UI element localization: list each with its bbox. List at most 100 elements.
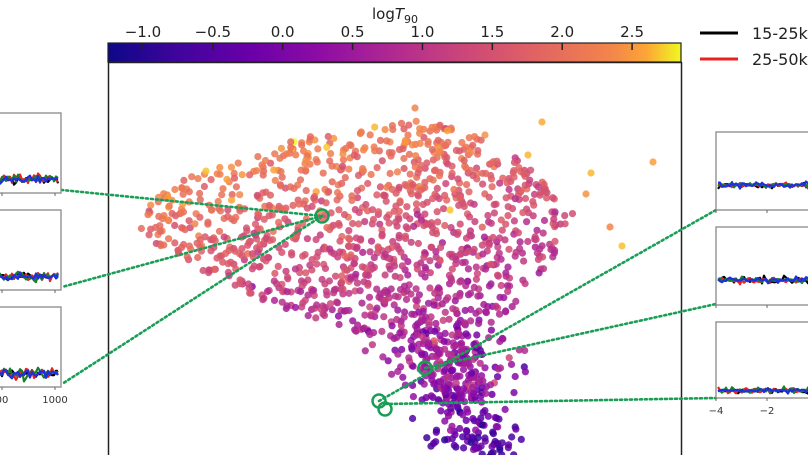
- scatter-point: [298, 282, 306, 290]
- scatter-point: [281, 215, 289, 223]
- scatter-point: [183, 253, 191, 261]
- scatter-point: [356, 287, 364, 295]
- colorbar-ticks: −1.0 −0.5 0.0 0.5 1.0 1.5 2.0 2.5: [125, 23, 644, 50]
- scatter-point: [344, 234, 353, 242]
- scatter-point: [310, 286, 318, 294]
- scatter-point: [521, 346, 529, 355]
- scatter-point: [472, 275, 480, 283]
- scatter-point: [437, 407, 445, 415]
- scatter-point: [339, 156, 347, 164]
- colorbar-gradient: [107, 42, 682, 63]
- scatter-point: [335, 221, 343, 229]
- scatter-point: [248, 265, 256, 273]
- scatter-point: [466, 227, 475, 235]
- scatter-point: [388, 322, 396, 330]
- scatter-point: [527, 166, 535, 174]
- scatter-point: [204, 220, 212, 228]
- scatter-point: [179, 190, 187, 198]
- scatter-point: [342, 144, 350, 152]
- right-insets: −4 −2: [709, 131, 808, 417]
- scatter-point: [431, 166, 439, 174]
- scatter-point: [510, 451, 518, 455]
- left-inset-2: [0, 209, 62, 293]
- scatter-point: [450, 185, 458, 194]
- scatter-point: [435, 172, 444, 180]
- scatter-point: [521, 181, 529, 189]
- scatter-point: [487, 326, 495, 334]
- scatter-point: [178, 224, 186, 232]
- scatter-point: [313, 301, 321, 309]
- scatter-point: [450, 393, 458, 401]
- scatter-point: [275, 218, 283, 226]
- inset-series-line: [718, 180, 808, 190]
- scatter-point: [288, 249, 296, 257]
- right-inset-1: [715, 131, 808, 213]
- scatter-point: [277, 182, 285, 190]
- scatter-point: [479, 250, 487, 258]
- scatter-point: [494, 271, 502, 279]
- scatter-point: [341, 252, 349, 260]
- scatter-point: [207, 176, 215, 184]
- scatter-point: [495, 249, 503, 257]
- scatter-point: [456, 372, 464, 380]
- scatter-point: [452, 379, 460, 387]
- scatter-point: [395, 146, 404, 154]
- scatter-point: [310, 194, 318, 202]
- scatter-point: [412, 117, 420, 125]
- scatter-point: [419, 307, 427, 316]
- inset-frame: [715, 131, 808, 211]
- scatter-point: [223, 175, 231, 183]
- inset-tick-label: −4: [709, 406, 724, 417]
- scatter-point: [435, 148, 444, 156]
- scatter-point: [238, 251, 246, 259]
- scatter-point: [171, 185, 179, 194]
- scatter-point: [405, 121, 413, 129]
- scatter-point: [322, 287, 330, 295]
- scatter-point: [446, 206, 454, 214]
- scatter-point: [539, 229, 547, 237]
- scatter-point: [385, 219, 393, 227]
- scatter-point: [194, 253, 202, 262]
- scatter-point: [421, 263, 429, 272]
- scatter-point: [414, 169, 422, 177]
- scatter-point: [459, 433, 467, 441]
- scatter-point: [417, 161, 425, 169]
- scatter-point: [260, 167, 268, 175]
- scatter-point: [427, 392, 435, 400]
- scatter-point: [472, 426, 480, 434]
- highlight-circles: [314, 208, 433, 417]
- scatter-point: [325, 188, 333, 196]
- inset-tick-label: 1000: [42, 395, 67, 406]
- scatter-point: [278, 248, 286, 256]
- scatter-point: [423, 198, 431, 206]
- scatter-point: [368, 206, 377, 214]
- scatter-point: [178, 243, 186, 251]
- scatter-point: [457, 339, 465, 347]
- scatter-point: [521, 172, 529, 180]
- scatter-point: [475, 319, 483, 328]
- scatter-point: [454, 385, 462, 393]
- scatter-point: [302, 269, 310, 277]
- scatter-point: [504, 444, 512, 452]
- scatter-point: [220, 233, 228, 241]
- scatter-point: [470, 245, 478, 253]
- scatter-point: [289, 201, 297, 209]
- scatter-point: [156, 227, 164, 236]
- scatter-point: [482, 169, 490, 178]
- scatter-point: [482, 308, 490, 316]
- scatter-point: [404, 225, 412, 233]
- scatter-point: [441, 191, 449, 199]
- scatter-point: [497, 216, 505, 224]
- scatter-point: [456, 278, 464, 286]
- scatter-point: [426, 257, 434, 265]
- scatter-point: [205, 266, 213, 274]
- inset-frame: [715, 321, 808, 399]
- scatter-point: [409, 393, 417, 401]
- scatter-point: [391, 292, 399, 300]
- scatter-point: [365, 293, 374, 301]
- scatter-point: [255, 263, 263, 271]
- scatter-point: [538, 118, 546, 126]
- scatter-point: [270, 166, 278, 174]
- scatter-point: [236, 280, 244, 288]
- scatter-point: [550, 249, 559, 257]
